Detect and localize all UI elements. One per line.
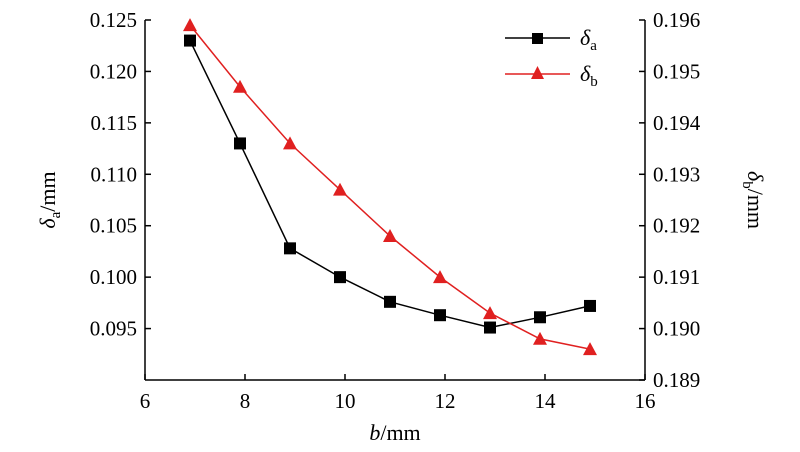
right-y-tick-label: 0.191 <box>653 265 700 289</box>
left-y-tick-label: 0.115 <box>91 111 137 135</box>
data-point-delta-b <box>433 270 447 284</box>
data-point-delta-b <box>383 229 397 242</box>
data-point-delta-a <box>234 137 246 150</box>
data-point-delta-a <box>334 271 346 284</box>
plot-frame <box>144 20 646 381</box>
data-point-delta-b <box>583 342 597 356</box>
right-y-tick-label: 0.194 <box>653 111 701 135</box>
right-y-tick-label: 0.190 <box>653 317 700 341</box>
x-tick-label: 14 <box>535 389 557 413</box>
data-point-delta-a <box>184 34 196 47</box>
legend: δa δb <box>505 25 598 90</box>
left-y-tick-label: 0.110 <box>91 162 137 186</box>
right-y-tick-label: 0.189 <box>653 368 700 392</box>
data-point-delta-a <box>434 309 446 322</box>
left-y-tick-label: 0.100 <box>90 265 137 289</box>
left-y-tick-label: 0.095 <box>90 317 137 341</box>
left-y-tick-label: 0.120 <box>90 59 137 83</box>
data-point-delta-a <box>284 242 296 255</box>
data-point-delta-b <box>333 182 347 196</box>
left-y-tick-label: 0.105 <box>90 214 137 238</box>
legend-marker-delta-a <box>532 33 543 44</box>
data-point-delta-a <box>384 295 396 308</box>
x-tick-label: 6 <box>140 389 151 413</box>
series-layer <box>183 18 597 356</box>
data-point-delta-a <box>484 321 496 334</box>
right-y-axis-ticks: 0.189 0.190 0.191 0.192 0.193 0.194 0.195 0.196 <box>639 8 701 392</box>
data-point-delta-b <box>283 136 297 150</box>
left-y-axis-title: δa/mm <box>35 171 64 228</box>
right-y-axis-title: δb/mm <box>739 171 768 229</box>
x-tick-label: 16 <box>635 389 656 413</box>
right-y-tick-label: 0.193 <box>653 162 700 186</box>
left-y-axis-ticks: 0.095 0.100 0.105 0.110 0.115 0.120 0.125 <box>90 8 151 341</box>
x-tick-label: 8 <box>240 389 251 413</box>
data-point-delta-b <box>533 331 547 345</box>
legend-marker-delta-b <box>531 66 544 79</box>
x-tick-label: 10 <box>335 389 356 413</box>
series-line-delta-a <box>189 40 591 329</box>
x-axis-ticks: 6 8 10 12 14 16 <box>140 374 656 413</box>
left-y-tick-label: 0.125 <box>90 8 137 32</box>
data-point-delta-a <box>534 311 546 324</box>
data-point-delta-b <box>483 306 497 320</box>
x-tick-label: 12 <box>435 389 456 413</box>
legend-label-delta-b: δb <box>580 61 598 90</box>
right-y-tick-label: 0.192 <box>653 214 700 238</box>
right-y-tick-label: 0.195 <box>653 59 700 83</box>
data-point-delta-b <box>233 79 247 93</box>
right-y-tick-label: 0.196 <box>653 8 700 32</box>
data-point-delta-b <box>183 18 197 32</box>
x-axis-title: b/mm <box>369 420 420 445</box>
data-point-delta-a <box>584 299 596 312</box>
legend-label-delta-a: δa <box>580 25 597 54</box>
